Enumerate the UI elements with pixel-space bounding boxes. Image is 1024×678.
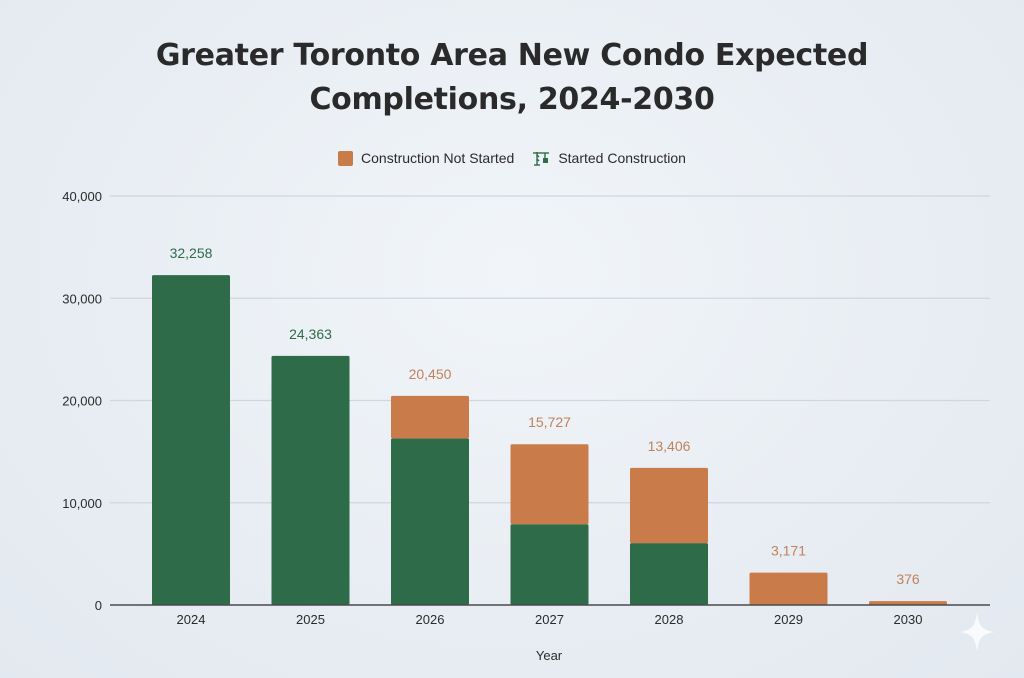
y-tick-label: 40,000 xyxy=(62,189,102,204)
data-labels: 32,258 24,363 20,450 15,727 13,406 3,171 376 xyxy=(170,245,920,587)
chart-title-line-2: Completions, 2024-2030 xyxy=(309,82,715,117)
legend: Construction Not Started Started Constru… xyxy=(0,150,1024,166)
data-label-2030: 376 xyxy=(896,571,920,587)
bars xyxy=(152,275,947,605)
bar-started-construction-2028[interactable] xyxy=(630,543,708,605)
data-label-2027: 15,727 xyxy=(528,414,571,430)
bar-construction-not-started-2029[interactable] xyxy=(749,572,828,605)
legend-label-started: Started Construction xyxy=(558,150,686,166)
x-axis-title: Year xyxy=(536,648,563,663)
chart-title: Greater Toronto Area New Condo Expected … xyxy=(0,34,1024,122)
legend-item-not-started[interactable]: Construction Not Started xyxy=(338,150,514,166)
x-tick-label-2026: 2026 xyxy=(416,612,445,627)
y-axis-ticks: 0 10,000 20,000 30,000 40,000 xyxy=(62,189,102,613)
crane-icon xyxy=(533,152,550,166)
bar-started-construction-2024[interactable] xyxy=(152,275,230,605)
bar-construction-not-started-2027[interactable] xyxy=(510,444,589,525)
y-tick-label: 0 xyxy=(95,598,102,613)
data-label-2026: 20,450 xyxy=(409,366,452,382)
data-label-2024: 32,258 xyxy=(170,245,213,261)
x-tick-label-2024: 2024 xyxy=(177,612,206,627)
x-tick-label-2025: 2025 xyxy=(296,612,325,627)
x-tick-label-2028: 2028 xyxy=(655,612,684,627)
y-tick-label: 20,000 xyxy=(62,394,102,409)
x-tick-label-2030: 2030 xyxy=(894,612,923,627)
data-label-2028: 13,406 xyxy=(648,438,691,454)
bar-construction-not-started-2028[interactable] xyxy=(630,467,708,544)
legend-label-not-started: Construction Not Started xyxy=(361,150,515,166)
x-tick-label-2029: 2029 xyxy=(774,612,803,627)
x-tick-label-2027: 2027 xyxy=(535,612,564,627)
not-started-swatch-icon xyxy=(338,150,354,166)
y-tick-label: 10,000 xyxy=(62,496,102,511)
bar-started-construction-2025[interactable] xyxy=(271,355,350,605)
bar-construction-not-started-2030[interactable] xyxy=(869,601,947,605)
sparkle-watermark-icon xyxy=(959,612,995,652)
chart-title-line-1: Greater Toronto Area New Condo Expected xyxy=(155,38,869,73)
data-label-2029: 3,171 xyxy=(771,543,806,559)
bar-construction-not-started-2026[interactable] xyxy=(391,395,469,439)
x-axis-ticks: 2024 2025 2026 2027 2028 2029 2030 xyxy=(177,612,923,627)
bar-started-construction-2026[interactable] xyxy=(391,438,469,605)
data-label-2025: 24,363 xyxy=(289,326,332,342)
y-tick-label: 30,000 xyxy=(62,291,102,306)
bar-started-construction-2027[interactable] xyxy=(510,524,589,605)
legend-item-started[interactable]: Started Construction xyxy=(532,150,686,166)
